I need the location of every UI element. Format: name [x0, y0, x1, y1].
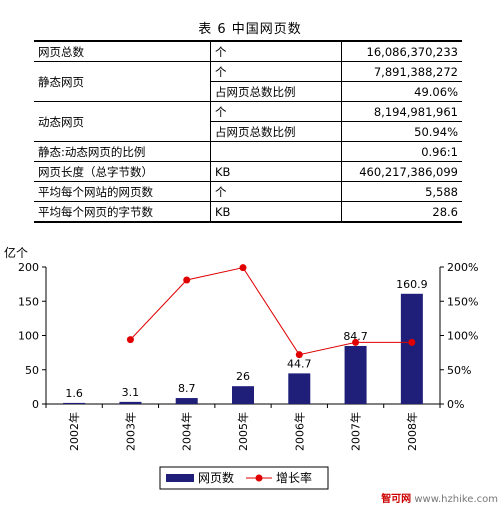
table-row: 网页长度（总字节数） KB 460,217,386,099	[34, 161, 462, 182]
y2-tick-label: 200%	[447, 261, 478, 274]
y2-tick-label: 100%	[447, 330, 478, 343]
growth-line	[130, 267, 412, 356]
bar	[288, 373, 311, 404]
x-tick-label: 2008年	[405, 412, 419, 451]
row-value: 8,194,981,961	[341, 101, 462, 122]
row-unit: KB	[210, 161, 342, 182]
row-unit: 个	[210, 40, 342, 62]
row-label: 动态网页	[34, 101, 211, 142]
legend-bar-label: 网页数	[198, 470, 234, 485]
row-unit: 占网页总数比例	[210, 81, 342, 102]
x-tick-label: 2005年	[236, 412, 250, 451]
row-value: 16,086,370,233	[341, 40, 462, 62]
y2-tick-label: 50%	[447, 364, 471, 377]
row-label: 网页总数	[34, 40, 211, 62]
legend-bar-swatch	[166, 474, 194, 482]
site-logo: 智可网 www.hzhike.com	[381, 490, 498, 505]
bar	[232, 386, 254, 404]
table-row: 平均每个网页的字节数 KB 28.6	[34, 201, 462, 223]
legend-box	[159, 466, 329, 490]
x-tick-label: 2007年	[349, 412, 363, 451]
row-value: 49.06%	[341, 81, 462, 102]
bar	[119, 401, 142, 404]
growth-point	[352, 338, 360, 346]
row-unit: KB	[210, 201, 342, 223]
data-label: 44.7	[287, 357, 312, 370]
data-label: 160.9	[396, 278, 428, 291]
y-tick-label: 150	[18, 295, 39, 308]
row-value: 5,588	[341, 181, 462, 202]
row-label: 网页长度（总字节数）	[34, 161, 211, 182]
growth-point	[183, 276, 191, 284]
table-row: 平均每个网站的网页数个 5,588	[34, 181, 462, 202]
table-row: 静态网页个 7,891,388,272	[34, 61, 462, 102]
table-row: 网页总数个 16,086,370,233	[34, 40, 462, 62]
table-row: 占网页总数比例 50.94%	[34, 121, 462, 142]
row-label: 静态:动态网页的比例	[34, 141, 211, 162]
site-name: 智可网	[381, 494, 412, 505]
y-tick-label: 0	[32, 398, 39, 411]
data-label: 8.7	[178, 382, 196, 395]
data-label: 3.1	[122, 386, 140, 399]
row-value: 50.94%	[341, 121, 462, 142]
chart-svg: 亿个 0 50 100 150 200 0% 50% 100% 150% 200% 2002年 2003…	[4, 245, 478, 490]
x-tick-label: 2002年	[67, 412, 81, 451]
row-value: 28.6	[341, 201, 462, 223]
y2-tick-label: 150%	[447, 295, 478, 308]
row-label: 平均每个网页的字节数	[34, 201, 211, 223]
data-label: 84.7	[343, 330, 368, 343]
table-row: 动态网页个 8,194,981,961	[34, 101, 462, 142]
y-tick-label: 100	[18, 330, 39, 343]
legend-line-label: 增长率	[276, 470, 312, 485]
y2-tick-label: 0%	[447, 398, 464, 411]
y-axis-label: 亿个	[4, 245, 28, 260]
bar	[344, 345, 367, 404]
row-unit	[210, 141, 342, 162]
row-label: 平均每个网站的网页数	[34, 181, 211, 202]
row-value: 7,891,388,272	[341, 61, 462, 82]
table-title: 表 6 中国网页数	[198, 22, 302, 37]
row-unit: 个	[210, 181, 342, 202]
row-unit: 占网页总数比例	[210, 121, 342, 142]
row-unit: 个	[210, 101, 342, 122]
bar	[400, 293, 423, 404]
growth-point	[408, 338, 416, 346]
x-tick-label: 2003年	[123, 412, 137, 451]
table-row: 静态:动态网页的比例 0.96:1	[34, 141, 462, 162]
chart: 亿个 0 50 100 150 200 0% 50% 100% 150% 200% 2002年 2003…	[0, 243, 500, 507]
row-label: 静态网页	[34, 61, 211, 102]
growth-point	[126, 336, 134, 344]
growth-point	[295, 351, 303, 359]
y-tick-label: 200	[18, 261, 39, 274]
bar	[63, 402, 86, 404]
row-unit: 个	[210, 61, 342, 82]
data-label: 26	[236, 370, 250, 383]
bar	[175, 398, 198, 404]
site-url: www.hzhike.com	[414, 494, 498, 505]
stats-table: 网页总数个 16,086,370,233 静态网页个 7,891,388,272 占网页…	[34, 40, 462, 223]
growth-point	[239, 264, 247, 272]
y-tick-label: 50	[25, 364, 39, 377]
x-tick-label: 2004年	[180, 412, 194, 451]
x-tick-label: 2006年	[292, 412, 306, 451]
row-value: 460,217,386,099	[341, 161, 462, 182]
data-label: 1.6	[65, 387, 83, 400]
row-value: 0.96:1	[341, 141, 462, 162]
legend-line-marker	[255, 474, 263, 482]
